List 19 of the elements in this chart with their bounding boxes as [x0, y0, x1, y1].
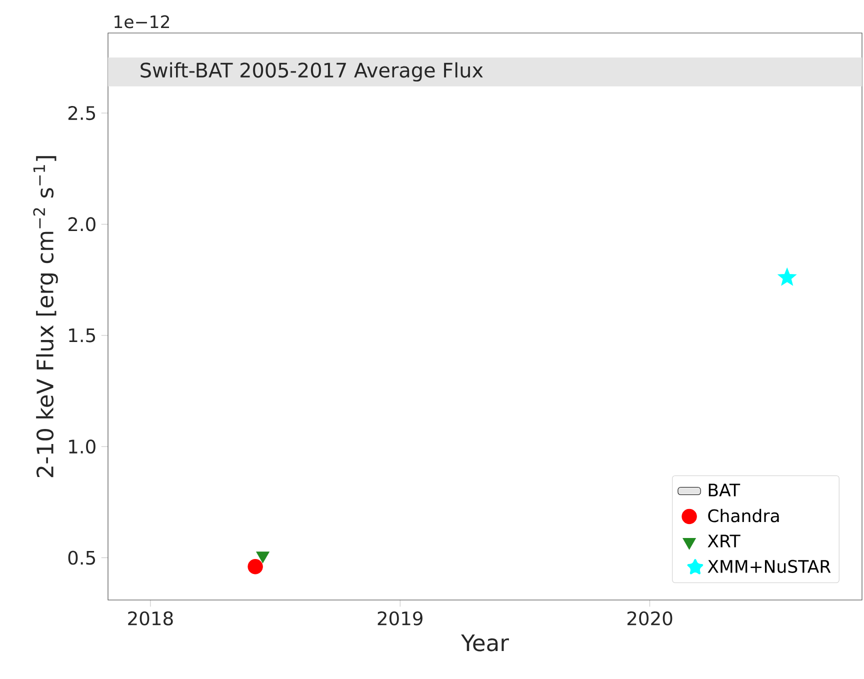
legend-label: XMM+NuSTAR — [708, 560, 831, 573]
x-tick-label: 2019 — [378, 611, 422, 626]
point — [256, 552, 270, 564]
legend-label: BAT — [708, 484, 740, 496]
y-tick-label: 2.5 — [68, 106, 96, 120]
x-tick-label: 2018 — [128, 611, 173, 626]
y-tick-label: 2.0 — [68, 217, 96, 232]
y-tick-label: 1.5 — [69, 328, 96, 342]
legend-label: XRT — [708, 534, 740, 548]
annotation: Swift-BAT 2005-2017 Average Flux — [140, 62, 483, 82]
point — [778, 268, 796, 286]
y-tick-label: 0.5 — [68, 550, 96, 565]
y-tick-label: 1.0 — [69, 440, 96, 454]
legend-label: Chandra — [708, 508, 779, 522]
x-axis-title: Year — [461, 634, 509, 652]
y-axis-title: 2-10 keV Flux [erg cm$^{−2}$ s$^{−1}$] — [33, 156, 58, 478]
point — [248, 559, 263, 574]
x-tick-label: 2020 — [627, 611, 672, 626]
text: 1e−12 — [114, 15, 169, 28]
